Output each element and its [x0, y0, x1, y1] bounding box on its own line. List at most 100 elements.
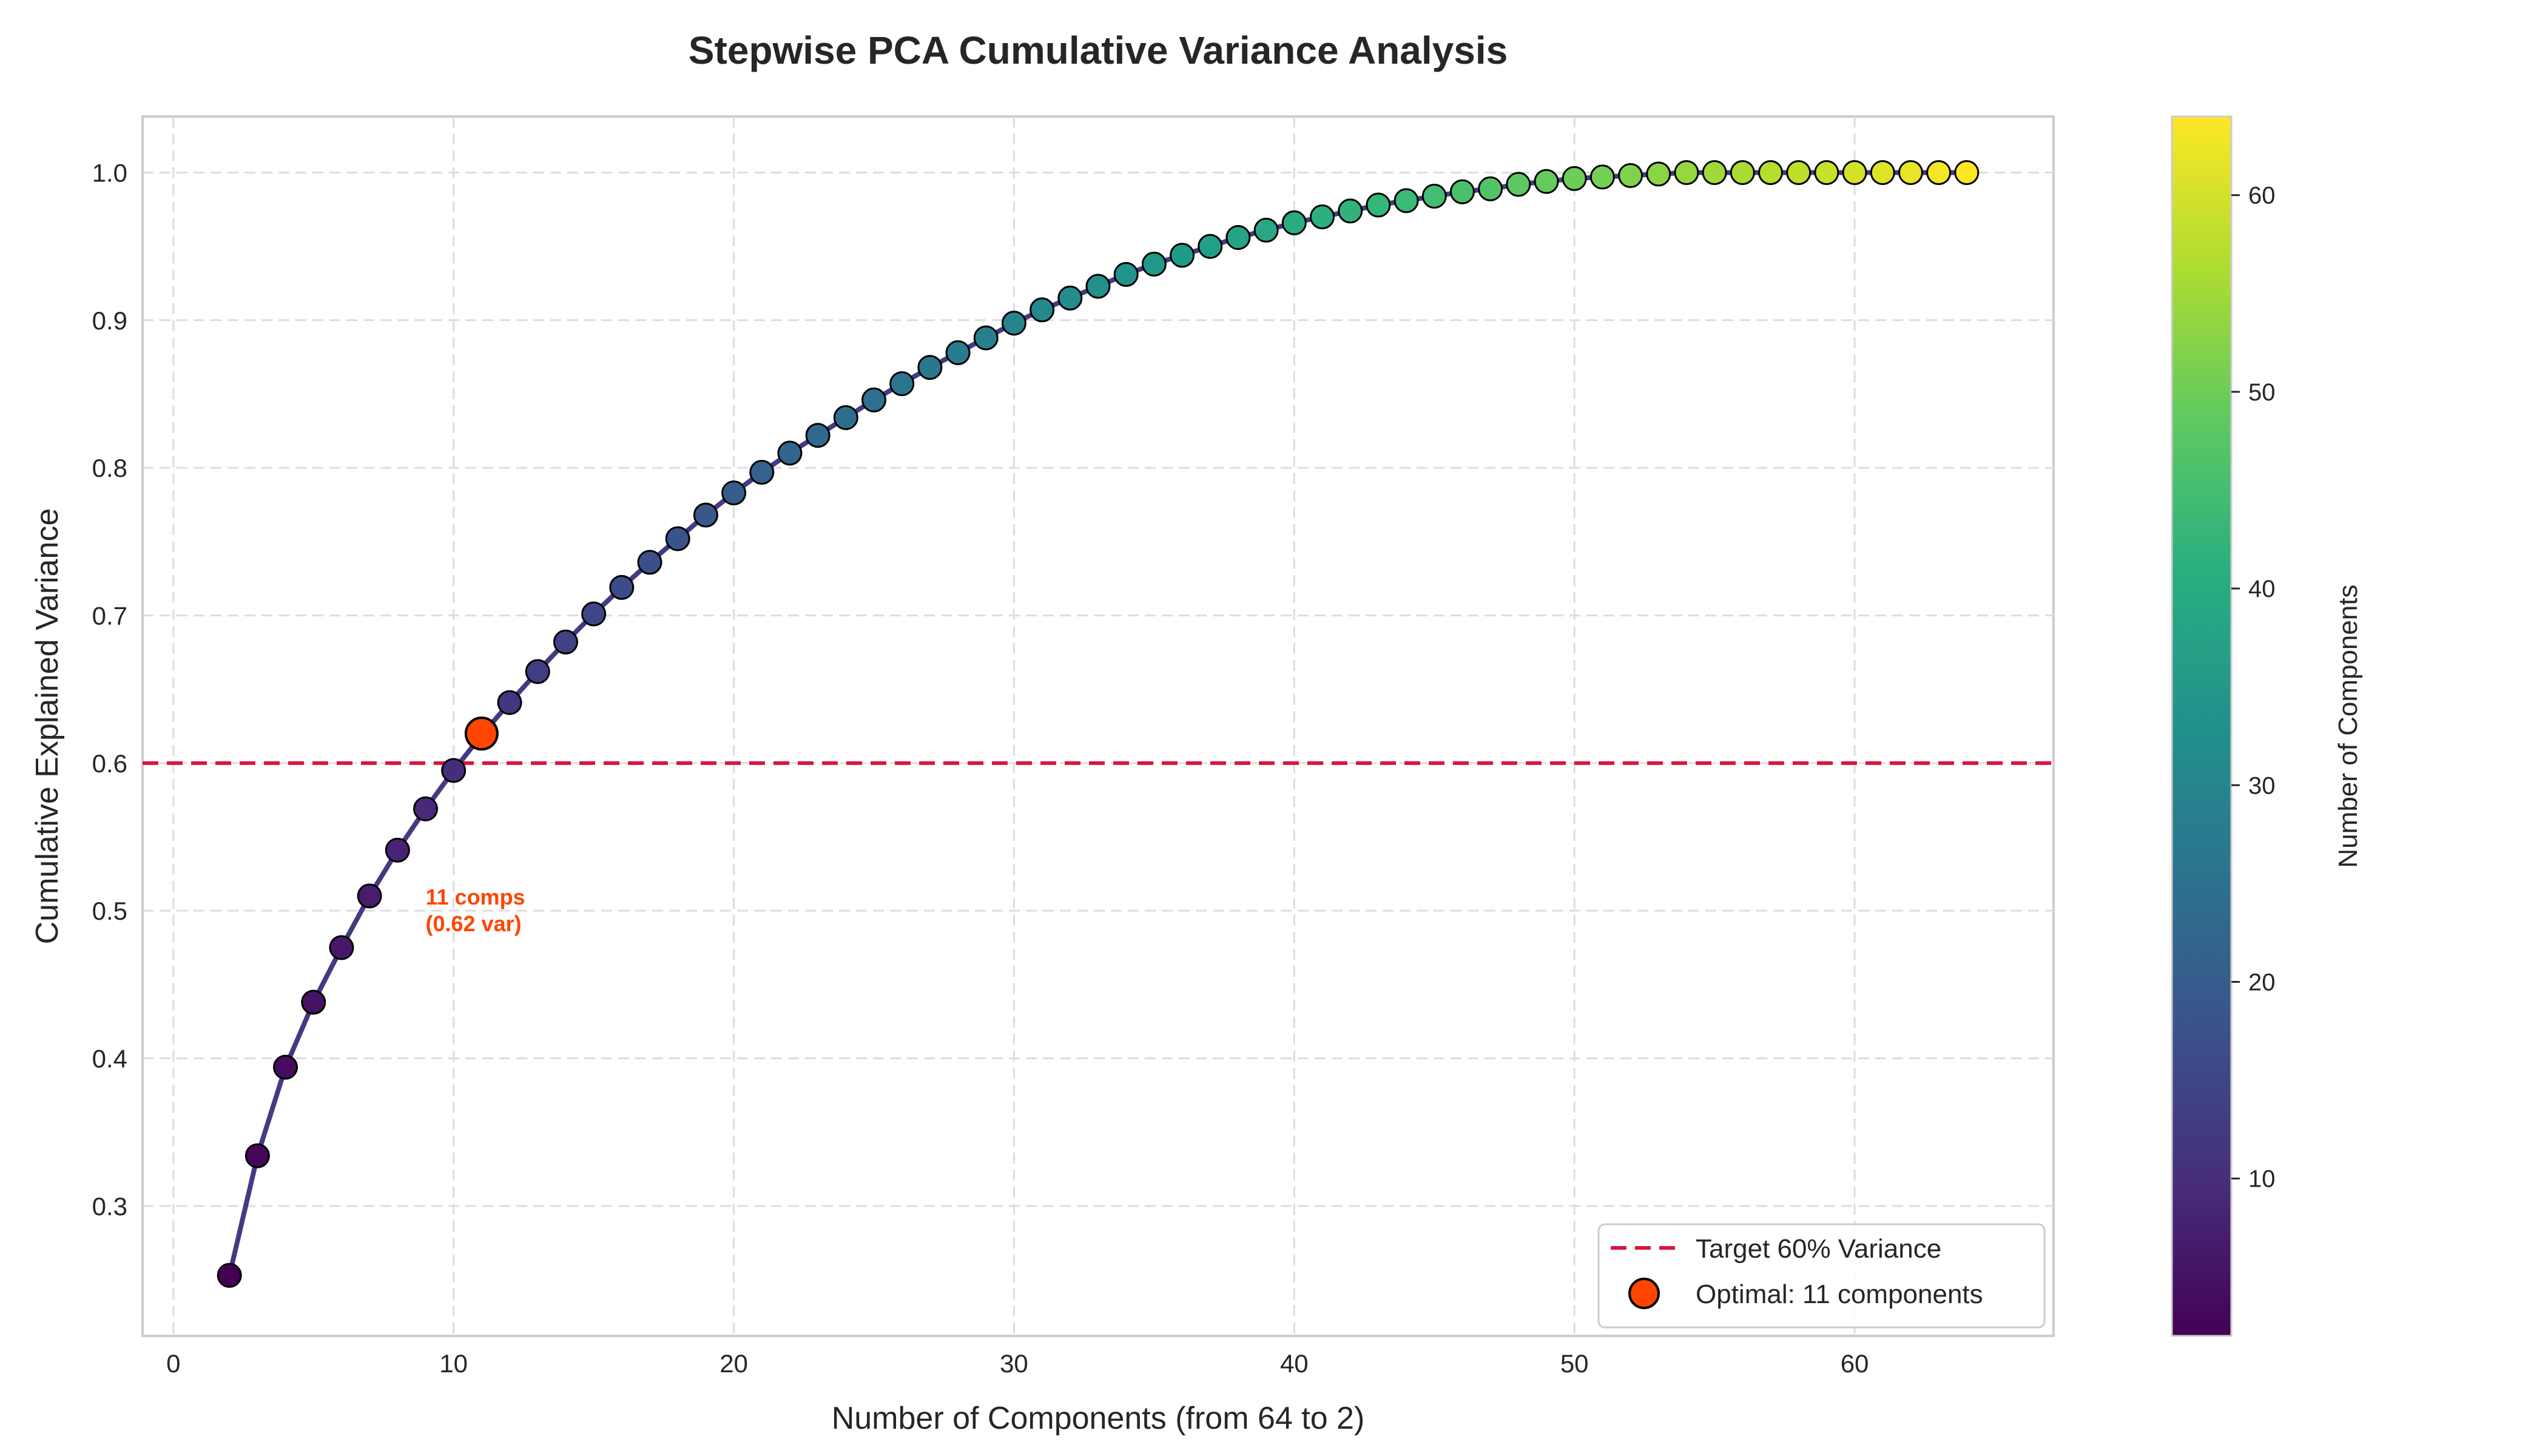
data-point: [945, 340, 971, 365]
data-point: [1113, 261, 1139, 287]
x-tick-label: 30: [1000, 1349, 1028, 1378]
data-points: [217, 160, 1980, 1288]
colorbar-tick-label: 40: [2248, 576, 2276, 602]
data-point: [1001, 311, 1026, 336]
data-point: [1085, 274, 1111, 299]
data-point: [301, 989, 326, 1015]
data-point: [385, 837, 410, 863]
data-point: [1225, 225, 1251, 251]
data-point: [1506, 172, 1531, 197]
data-point: [1646, 161, 1671, 187]
data-point: [777, 440, 803, 466]
data-point: [357, 883, 382, 909]
data-point: [889, 371, 915, 396]
data-point: [1030, 297, 1055, 323]
colorbar: 10 20 30 40 50 60 Number of Components: [2171, 115, 2363, 1337]
data-point: [665, 526, 690, 551]
data-point: [581, 601, 607, 627]
data-point: [1449, 179, 1475, 204]
data-point: [1198, 234, 1223, 259]
x-axis: 0 10 20 30 40 50 60: [166, 1349, 1869, 1378]
data-point: [1141, 251, 1167, 277]
data-point: [1898, 160, 1923, 185]
data-point: [833, 405, 858, 430]
legend-box: [1597, 1223, 2046, 1329]
data-point: [273, 1054, 298, 1080]
x-tick-label: 10: [439, 1349, 468, 1378]
colorbar-tick-label: 50: [2248, 379, 2276, 406]
data-point: [917, 355, 943, 380]
legend-optimal-swatch: [1628, 1278, 1660, 1309]
data-point: [1534, 169, 1559, 194]
x-axis-label: Number of Components (from 64 to 2): [832, 1401, 1365, 1436]
data-point: [1562, 166, 1587, 191]
x-tick-label: 20: [720, 1349, 748, 1378]
data-point: [1589, 164, 1615, 190]
colorbar-label: Number of Components: [2333, 584, 2363, 868]
x-tick-label: 50: [1560, 1349, 1589, 1378]
chart-title: Stepwise PCA Cumulative Variance Analysi…: [689, 29, 1508, 72]
data-point: [217, 1262, 242, 1288]
data-point: [1281, 210, 1307, 235]
data-point: [1954, 160, 1980, 185]
data-point: [553, 629, 578, 655]
data-point: [693, 502, 718, 528]
data-point: [637, 550, 662, 575]
data-point: [329, 935, 354, 960]
data-point: [1394, 188, 1419, 214]
y-tick-label: 0.3: [92, 1192, 127, 1221]
data-point: [1674, 160, 1699, 185]
y-tick-label: 0.7: [92, 601, 127, 630]
data-point: [1421, 183, 1447, 209]
data-point: [1253, 217, 1279, 243]
legend: Target 60% Variance Optimal: 11 componen…: [1597, 1223, 2046, 1329]
data-point: [497, 690, 522, 715]
optimal-annotation: 11 comps (0.62 var): [425, 885, 531, 936]
data-point: [1366, 192, 1391, 218]
annotation-line-2: (0.62 var): [425, 911, 521, 936]
data-point: [413, 796, 438, 821]
data-point: [525, 659, 550, 684]
data-point: [441, 758, 467, 783]
y-tick-label: 0.9: [92, 306, 127, 335]
data-point: [973, 325, 999, 351]
data-point: [861, 387, 886, 413]
colorbar-tick-label: 30: [2248, 772, 2276, 799]
data-point: [244, 1143, 270, 1168]
data-point: [1057, 285, 1083, 311]
data-point: [1338, 198, 1363, 224]
y-tick-label: 1.0: [92, 158, 127, 187]
x-tick-label: 60: [1841, 1349, 1869, 1378]
annotation-line-1: 11 comps: [425, 885, 525, 909]
optimal-point: [464, 716, 499, 751]
colorbar-tick-label: 10: [2248, 1166, 2276, 1193]
data-point: [1786, 160, 1812, 185]
y-axis-label: Cumulative Explained Variance: [30, 508, 65, 945]
colorbar-ticks: 10 20 30 40 50 60: [2231, 183, 2276, 1193]
colorbar-tick-label: 60: [2248, 183, 2276, 209]
data-point: [1702, 160, 1727, 185]
y-tick-label: 0.6: [92, 749, 127, 778]
legend-target-label: Target 60% Variance: [1696, 1234, 1941, 1264]
legend-optimal-label: Optimal: 11 components: [1696, 1279, 1983, 1309]
data-point: [1310, 204, 1335, 229]
data-point: [1842, 160, 1867, 185]
data-point: [1814, 160, 1839, 185]
data-point: [1170, 243, 1195, 268]
y-tick-label: 0.4: [92, 1045, 127, 1073]
colorbar-tick-label: 20: [2248, 969, 2276, 996]
data-point: [721, 480, 747, 506]
x-tick-label: 0: [166, 1349, 180, 1378]
colorbar-gradient: [2171, 115, 2233, 1337]
data-point: [1730, 160, 1755, 185]
data-point: [609, 575, 635, 600]
y-axis: 0.3 0.4 0.5 0.6 0.7 0.8 0.9 1.0: [92, 158, 127, 1220]
x-tick-label: 40: [1280, 1349, 1309, 1378]
data-point: [805, 423, 831, 448]
plot-area: [141, 115, 2055, 1337]
data-point: [1758, 160, 1784, 185]
y-tick-label: 0.8: [92, 454, 127, 482]
data-point: [1478, 176, 1503, 201]
data-point: [1618, 163, 1643, 188]
